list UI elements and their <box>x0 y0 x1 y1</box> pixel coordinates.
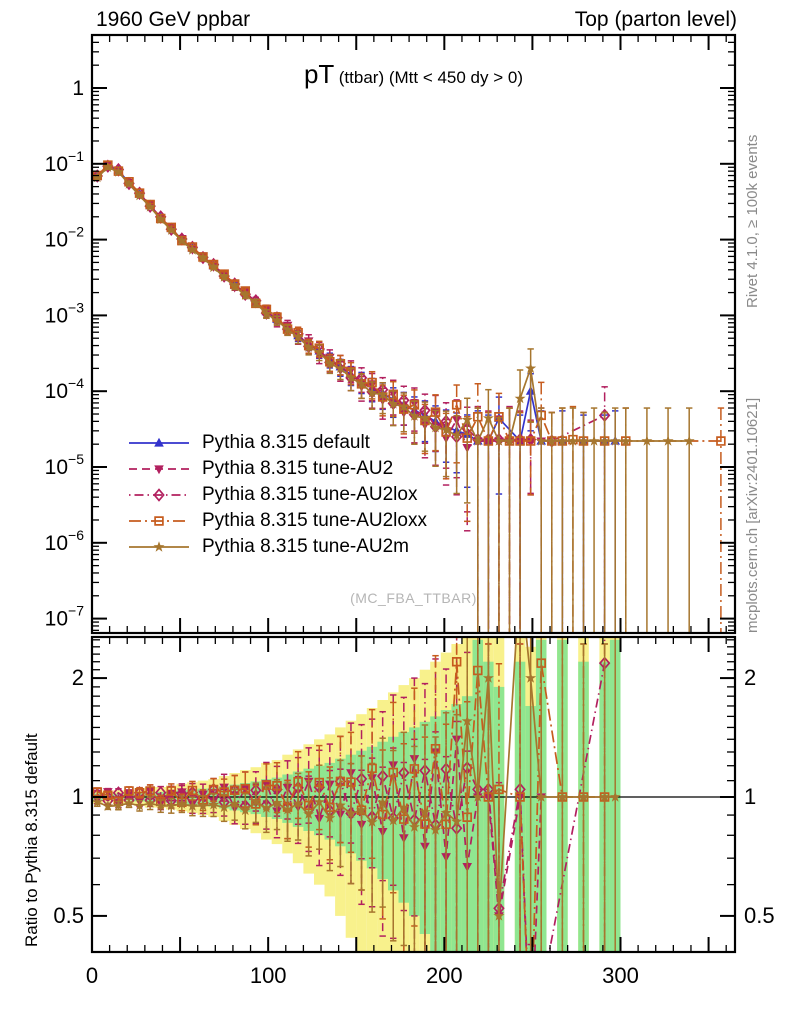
legend-item: Pythia 8.315 tune-AU2loxx <box>127 508 427 534</box>
rivet-version-note: Rivet 4.1.0, ≥ 100k events <box>744 134 761 308</box>
svg-text:1: 1 <box>744 784 756 809</box>
legend-sample-diamond-icon <box>129 488 189 502</box>
ratio-panel-frame <box>90 635 737 954</box>
svg-text:2: 2 <box>744 665 756 690</box>
legend-item: Pythia 8.315 tune-AU2 <box>127 456 427 482</box>
selection-label: (ttbar) (Mtt < 450 dy > 0) <box>338 68 524 87</box>
plot-title: pT (ttbar) (Mtt < 450 dy > 0) <box>92 59 735 90</box>
legend-sample-star-icon <box>129 541 189 552</box>
legend-label: Pythia 8.315 tune-AU2m <box>202 536 410 557</box>
main-panel-frame <box>90 33 737 635</box>
svg-text:10−1: 10−1 <box>45 148 85 176</box>
legend-item: Pythia 8.315 tune-AU2lox <box>127 482 427 508</box>
legend: Pythia 8.315 default Pythia 8.315 tune-A… <box>127 430 427 560</box>
svg-text:10−2: 10−2 <box>45 224 85 252</box>
svg-text:10−7: 10−7 <box>45 603 85 631</box>
svg-text:10−5: 10−5 <box>45 451 85 479</box>
legend-item: Pythia 8.315 default <box>127 430 427 456</box>
watermark: (MC_FBA_TTBAR) <box>350 590 477 606</box>
legend-sample-triangle-up-icon <box>129 437 189 447</box>
ratio-axis-label: Ratio to Pythia 8.315 default <box>22 733 41 947</box>
series-main-tune-au2m <box>92 161 695 633</box>
svg-text:2: 2 <box>72 665 84 690</box>
legend-sample-triangle-down-icon <box>129 465 189 475</box>
svg-text:0.5: 0.5 <box>53 903 84 928</box>
series-main-tune-au2loxx <box>92 160 726 633</box>
legend-label: Pythia 8.315 tune-AU2 <box>202 458 394 479</box>
legend-sample-square-icon <box>129 516 189 526</box>
svg-text:1: 1 <box>72 77 84 100</box>
observable-label: pT <box>303 59 335 89</box>
main-y-tick-labels: 1 10−1 10−2 10−3 10−4 10−5 10−6 10−7 <box>45 77 85 631</box>
mcplots-reference-note: mcplots.cern.ch [arXiv:2401.10621] <box>744 397 761 633</box>
analysis-label: Top (parton level) <box>574 8 737 31</box>
series-ratio-tune-au2m <box>92 637 621 952</box>
x-tick-labels: 0 100 200 300 <box>86 963 639 988</box>
beam-energy-label: 1960 GeV ppbar <box>96 8 251 31</box>
legend-label: Pythia 8.315 tune-AU2lox <box>202 484 418 505</box>
svg-text:10−6: 10−6 <box>45 527 85 555</box>
svg-text:10−4: 10−4 <box>45 375 85 403</box>
ratio-tick-labels: 2 2 1 1 0.5 0.5 <box>53 665 774 928</box>
svg-text:1: 1 <box>72 784 84 809</box>
legend-label: Pythia 8.315 default <box>202 432 370 453</box>
svg-text:10−3: 10−3 <box>45 299 85 327</box>
svg-text:0: 0 <box>86 963 98 988</box>
svg-text:100: 100 <box>250 963 287 988</box>
legend-item: Pythia 8.315 tune-AU2m <box>127 534 427 560</box>
svg-text:0.5: 0.5 <box>744 903 775 928</box>
svg-text:200: 200 <box>426 963 463 988</box>
svg-text:300: 300 <box>602 963 639 988</box>
legend-label: Pythia 8.315 tune-AU2loxx <box>202 510 427 531</box>
axis-ticks <box>91 35 735 952</box>
